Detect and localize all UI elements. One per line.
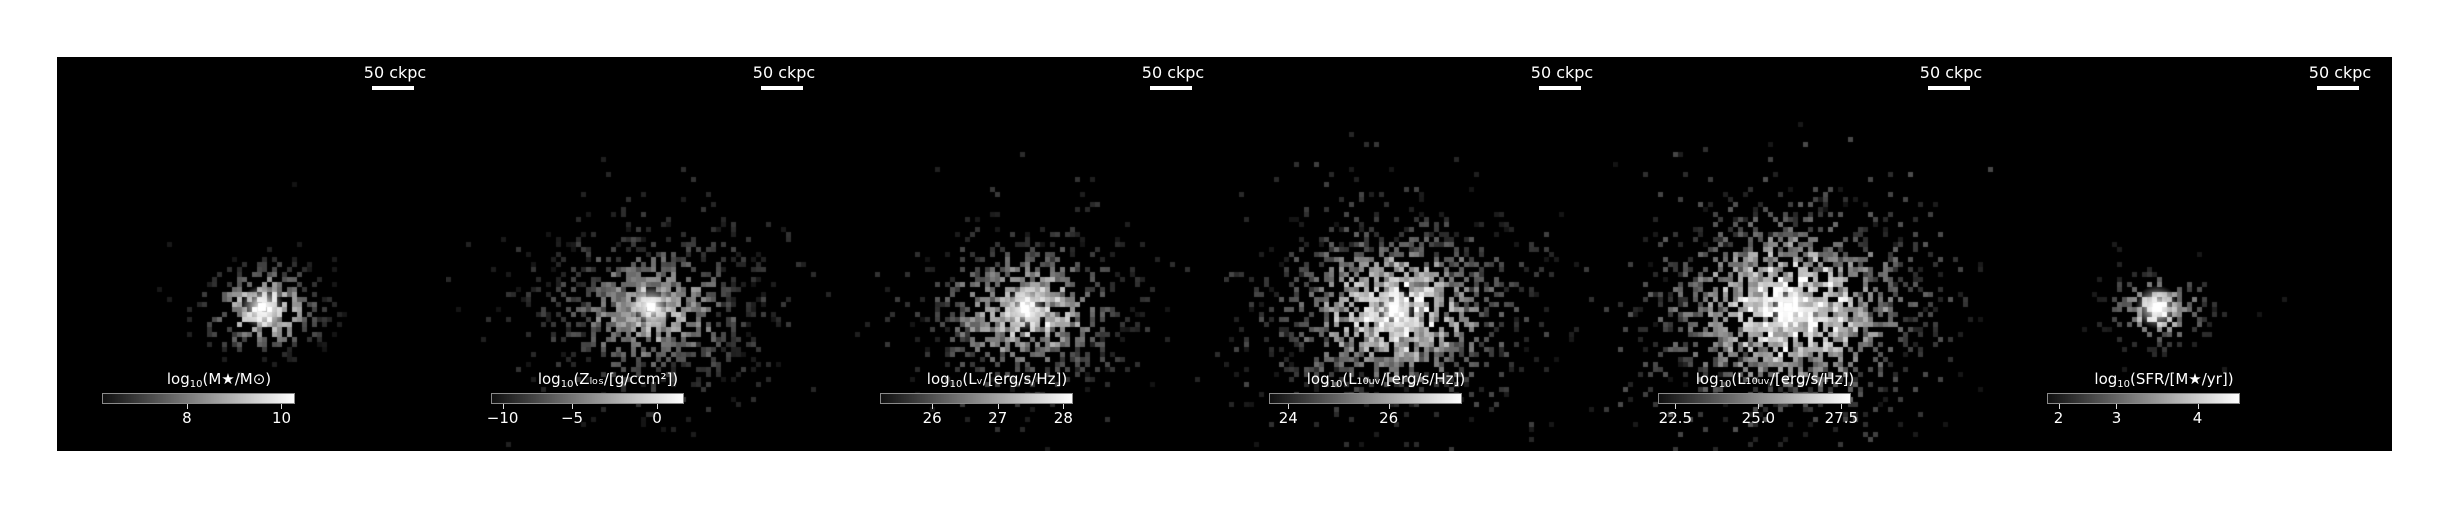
colorbar xyxy=(1658,393,1851,404)
scale-bar-label: 50 ckpc xyxy=(363,63,427,82)
scale-bar-label: 50 ckpc xyxy=(1919,63,1983,82)
scale-bar xyxy=(1150,86,1192,90)
density-map xyxy=(446,57,835,451)
map-panel-2: 50 ckpc log10(Zₗₒₛ/[g/ccm²]) −10 −5 0 xyxy=(446,57,835,451)
colorbar-title: log10(L₁₀ᵤᵥ/[erg/s/Hz]) xyxy=(1695,370,1855,390)
density-map xyxy=(835,57,1224,451)
colorbar-tick xyxy=(281,404,283,409)
density-map xyxy=(1613,57,2002,451)
scale-bar xyxy=(372,86,414,90)
colorbar-tick xyxy=(1758,404,1760,409)
colorbar-tick xyxy=(1841,404,1843,409)
colorbar-tick-label: 0 xyxy=(652,409,662,427)
colorbar-tick-label: 22.5 xyxy=(1658,409,1693,427)
colorbar-title: log10(Lᵥ/[erg/s/Hz]) xyxy=(926,370,1068,390)
colorbar-title: log10(Zₗₒₛ/[g/ccm²]) xyxy=(537,370,679,390)
colorbar-tick-label: 26 xyxy=(1379,409,1399,427)
density-map xyxy=(2002,57,2392,451)
colorbar xyxy=(2047,393,2240,404)
density-map xyxy=(1224,57,1613,451)
colorbar-tick xyxy=(1063,404,1065,409)
colorbar-title: log10(M★/M⊙) xyxy=(166,370,272,390)
scale-bar xyxy=(1539,86,1581,90)
colorbar-title: log10(L₁₀ᵤᵥ/[erg/s/Hz]) xyxy=(1306,370,1466,390)
colorbar-tick xyxy=(2197,404,2199,409)
colorbar-tick-label: 8 xyxy=(182,409,192,427)
colorbar-tick-label: 25.0 xyxy=(1741,409,1776,427)
figure-strip: 50 ckpc log10(M★/M⊙) 8 10 50 ckpc log10(Zₗₒₛ/… xyxy=(57,57,2392,451)
colorbar-tick xyxy=(186,404,188,409)
colorbar xyxy=(1269,393,1462,404)
colorbar-tick-label: 26 xyxy=(922,409,942,427)
colorbar-tick xyxy=(502,404,504,409)
colorbar xyxy=(102,393,295,404)
colorbar-tick xyxy=(2058,404,2060,409)
scale-bar-label: 50 ckpc xyxy=(752,63,816,82)
colorbar-tick xyxy=(1388,404,1390,409)
scale-bar-label: 50 ckpc xyxy=(2308,63,2372,82)
colorbar-tick xyxy=(572,404,574,409)
colorbar-tick-label: −10 xyxy=(486,409,519,427)
colorbar-tick-label: 4 xyxy=(2192,409,2203,427)
scale-bar-label: 50 ckpc xyxy=(1530,63,1594,82)
colorbar-tick-label: 27 xyxy=(988,409,1008,427)
scale-bar xyxy=(761,86,803,90)
density-map xyxy=(57,57,446,451)
map-panel-5: 50 ckpc log10(L₁₀ᵤᵥ/[erg/s/Hz]) 22.5 25.0 27… xyxy=(1613,57,2002,451)
colorbar-tick xyxy=(932,404,934,409)
colorbar-tick xyxy=(2116,404,2118,409)
colorbar-tick-label: 24 xyxy=(1278,409,1298,427)
map-panel-4: 50 ckpc log10(L₁₀ᵤᵥ/[erg/s/Hz]) 24 26 xyxy=(1224,57,1613,451)
colorbar-tick-label: 28 xyxy=(1053,409,1073,427)
map-panel-1: 50 ckpc log10(M★/M⊙) 8 10 xyxy=(57,57,446,451)
colorbar-tick-label: 10 xyxy=(271,409,292,427)
colorbar-tick xyxy=(656,404,658,409)
colorbar-tick-label: 3 xyxy=(2111,409,2122,427)
colorbar xyxy=(491,393,684,404)
scale-bar xyxy=(2317,86,2359,90)
colorbar-tick xyxy=(997,404,999,409)
colorbar xyxy=(880,393,1073,404)
colorbar-tick-label: −5 xyxy=(560,409,584,427)
map-panel-6: 50 ckpc log10(SFR/[M★/yr]) 2 3 4 xyxy=(2002,57,2392,451)
colorbar-tick xyxy=(1675,404,1677,409)
colorbar-title: log10(SFR/[M★/yr]) xyxy=(2094,370,2234,390)
colorbar-tick-label: 2 xyxy=(2053,409,2064,427)
scale-bar xyxy=(1928,86,1970,90)
map-panel-3: 50 ckpc log10(Lᵥ/[erg/s/Hz]) 26 27 28 xyxy=(835,57,1224,451)
scale-bar-label: 50 ckpc xyxy=(1141,63,1205,82)
colorbar-tick xyxy=(1288,404,1290,409)
colorbar-tick-label: 27.5 xyxy=(1824,409,1859,427)
